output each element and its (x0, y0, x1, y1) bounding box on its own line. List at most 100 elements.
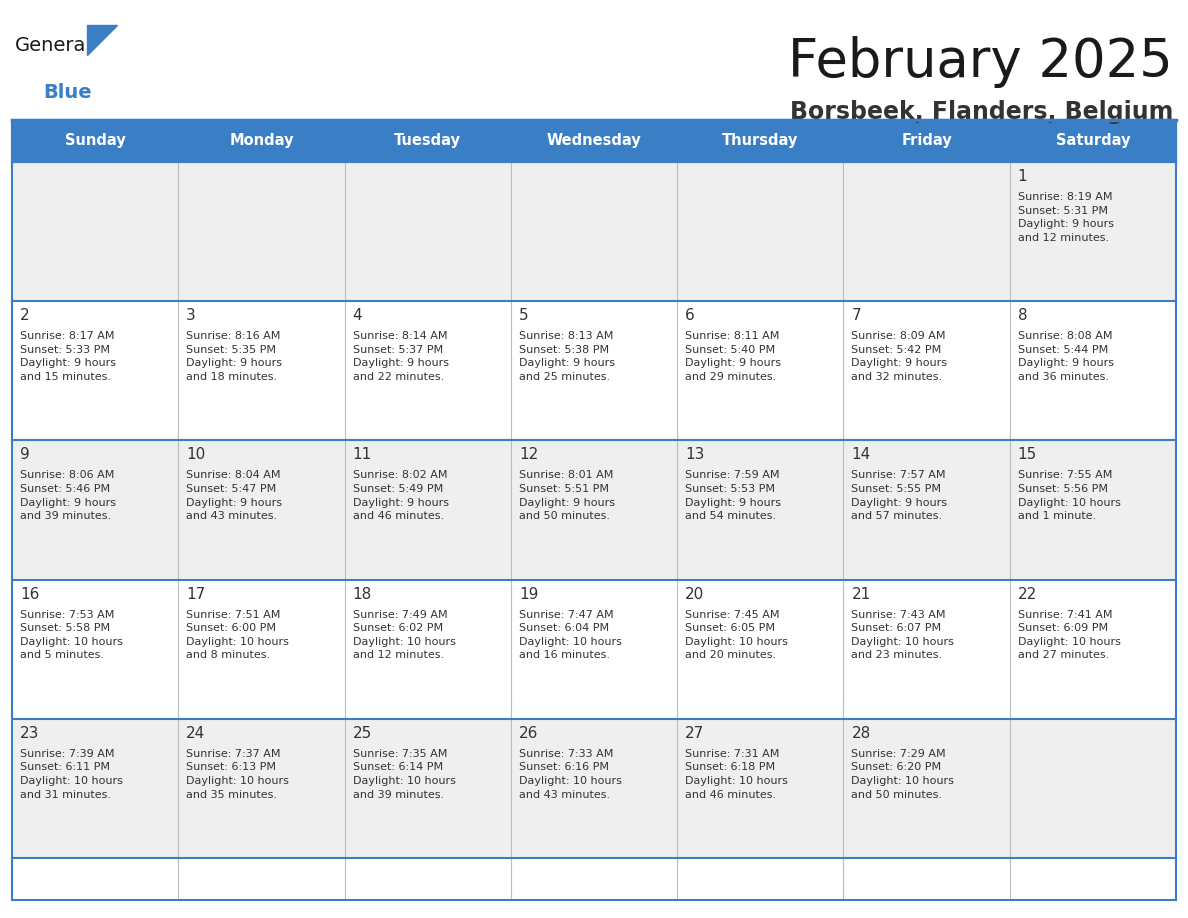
Text: Sunrise: 7:33 AM
Sunset: 6:16 PM
Daylight: 10 hours
and 43 minutes.: Sunrise: 7:33 AM Sunset: 6:16 PM Dayligh… (519, 749, 621, 800)
Text: 23: 23 (20, 726, 39, 741)
Text: February 2025: February 2025 (789, 36, 1173, 88)
Text: 24: 24 (187, 726, 206, 741)
Text: 19: 19 (519, 587, 538, 601)
Text: Sunday: Sunday (65, 133, 126, 149)
Text: 3: 3 (187, 308, 196, 323)
Text: Sunrise: 7:49 AM
Sunset: 6:02 PM
Daylight: 10 hours
and 12 minutes.: Sunrise: 7:49 AM Sunset: 6:02 PM Dayligh… (353, 610, 455, 660)
Bar (677, 579, 843, 719)
Bar (677, 441, 843, 579)
Text: 9: 9 (20, 447, 30, 463)
Text: Sunrise: 8:16 AM
Sunset: 5:35 PM
Daylight: 9 hours
and 18 minutes.: Sunrise: 8:16 AM Sunset: 5:35 PM Dayligh… (187, 331, 283, 382)
Text: Sunrise: 7:51 AM
Sunset: 6:00 PM
Daylight: 10 hours
and 8 minutes.: Sunrise: 7:51 AM Sunset: 6:00 PM Dayligh… (187, 610, 289, 660)
Bar (843, 120, 1010, 162)
Bar (677, 301, 843, 441)
Text: Sunrise: 7:47 AM
Sunset: 6:04 PM
Daylight: 10 hours
and 16 minutes.: Sunrise: 7:47 AM Sunset: 6:04 PM Dayligh… (519, 610, 621, 660)
Text: Sunrise: 8:19 AM
Sunset: 5:31 PM
Daylight: 9 hours
and 12 minutes.: Sunrise: 8:19 AM Sunset: 5:31 PM Dayligh… (1018, 192, 1113, 242)
Bar (12, 162, 178, 301)
Bar (178, 120, 345, 162)
Text: Blue: Blue (43, 83, 91, 102)
Bar (12, 719, 178, 858)
Text: Sunrise: 7:31 AM
Sunset: 6:18 PM
Daylight: 10 hours
and 46 minutes.: Sunrise: 7:31 AM Sunset: 6:18 PM Dayligh… (685, 749, 788, 800)
Bar (511, 719, 677, 858)
Text: Saturday: Saturday (1056, 133, 1130, 149)
Text: Sunrise: 8:02 AM
Sunset: 5:49 PM
Daylight: 9 hours
and 46 minutes.: Sunrise: 8:02 AM Sunset: 5:49 PM Dayligh… (353, 470, 449, 521)
Text: 22: 22 (1018, 587, 1037, 601)
Text: 27: 27 (685, 726, 704, 741)
Text: 16: 16 (20, 587, 39, 601)
Text: 5: 5 (519, 308, 529, 323)
Bar (511, 441, 677, 579)
Bar (843, 301, 1010, 441)
Bar (12, 579, 178, 719)
Text: 20: 20 (685, 587, 704, 601)
Bar (12, 120, 1176, 162)
Text: Sunrise: 7:39 AM
Sunset: 6:11 PM
Daylight: 10 hours
and 31 minutes.: Sunrise: 7:39 AM Sunset: 6:11 PM Dayligh… (20, 749, 122, 800)
Text: 2: 2 (20, 308, 30, 323)
Text: Sunrise: 7:29 AM
Sunset: 6:20 PM
Daylight: 10 hours
and 50 minutes.: Sunrise: 7:29 AM Sunset: 6:20 PM Dayligh… (852, 749, 954, 800)
Text: Sunrise: 8:01 AM
Sunset: 5:51 PM
Daylight: 9 hours
and 50 minutes.: Sunrise: 8:01 AM Sunset: 5:51 PM Dayligh… (519, 470, 615, 521)
Polygon shape (87, 25, 116, 55)
Text: 13: 13 (685, 447, 704, 463)
Text: Sunrise: 8:08 AM
Sunset: 5:44 PM
Daylight: 9 hours
and 36 minutes.: Sunrise: 8:08 AM Sunset: 5:44 PM Dayligh… (1018, 331, 1113, 382)
Bar (178, 162, 345, 301)
Text: Wednesday: Wednesday (546, 133, 642, 149)
Text: Sunrise: 7:41 AM
Sunset: 6:09 PM
Daylight: 10 hours
and 27 minutes.: Sunrise: 7:41 AM Sunset: 6:09 PM Dayligh… (1018, 610, 1120, 660)
Text: 1: 1 (1018, 169, 1028, 184)
Text: Sunrise: 7:43 AM
Sunset: 6:07 PM
Daylight: 10 hours
and 23 minutes.: Sunrise: 7:43 AM Sunset: 6:07 PM Dayligh… (852, 610, 954, 660)
Bar (1010, 579, 1176, 719)
Bar (345, 441, 511, 579)
Text: Sunrise: 8:04 AM
Sunset: 5:47 PM
Daylight: 9 hours
and 43 minutes.: Sunrise: 8:04 AM Sunset: 5:47 PM Dayligh… (187, 470, 283, 521)
Bar (677, 719, 843, 858)
Text: Sunrise: 8:13 AM
Sunset: 5:38 PM
Daylight: 9 hours
and 25 minutes.: Sunrise: 8:13 AM Sunset: 5:38 PM Dayligh… (519, 331, 615, 382)
Text: 21: 21 (852, 587, 871, 601)
Bar (12, 120, 178, 162)
Bar (511, 301, 677, 441)
Bar (1010, 301, 1176, 441)
Text: Sunrise: 8:17 AM
Sunset: 5:33 PM
Daylight: 9 hours
and 15 minutes.: Sunrise: 8:17 AM Sunset: 5:33 PM Dayligh… (20, 331, 116, 382)
Bar (1010, 120, 1176, 162)
Text: 18: 18 (353, 587, 372, 601)
Bar (677, 162, 843, 301)
Text: Sunrise: 7:53 AM
Sunset: 5:58 PM
Daylight: 10 hours
and 5 minutes.: Sunrise: 7:53 AM Sunset: 5:58 PM Dayligh… (20, 610, 122, 660)
Bar (345, 719, 511, 858)
Bar (345, 162, 511, 301)
Text: Sunrise: 8:09 AM
Sunset: 5:42 PM
Daylight: 9 hours
and 32 minutes.: Sunrise: 8:09 AM Sunset: 5:42 PM Dayligh… (852, 331, 947, 382)
Text: Borsbeek, Flanders, Belgium: Borsbeek, Flanders, Belgium (790, 100, 1173, 124)
Bar (1010, 162, 1176, 301)
Text: 7: 7 (852, 308, 861, 323)
Text: Sunrise: 8:06 AM
Sunset: 5:46 PM
Daylight: 9 hours
and 39 minutes.: Sunrise: 8:06 AM Sunset: 5:46 PM Dayligh… (20, 470, 116, 521)
Text: Sunrise: 7:57 AM
Sunset: 5:55 PM
Daylight: 9 hours
and 57 minutes.: Sunrise: 7:57 AM Sunset: 5:55 PM Dayligh… (852, 470, 947, 521)
Bar (677, 120, 843, 162)
Bar (178, 441, 345, 579)
Bar (843, 579, 1010, 719)
Text: 14: 14 (852, 447, 871, 463)
Text: Sunrise: 8:14 AM
Sunset: 5:37 PM
Daylight: 9 hours
and 22 minutes.: Sunrise: 8:14 AM Sunset: 5:37 PM Dayligh… (353, 331, 449, 382)
Bar (843, 162, 1010, 301)
Text: Sunrise: 7:59 AM
Sunset: 5:53 PM
Daylight: 9 hours
and 54 minutes.: Sunrise: 7:59 AM Sunset: 5:53 PM Dayligh… (685, 470, 782, 521)
Bar (12, 441, 178, 579)
Bar (345, 301, 511, 441)
Text: 12: 12 (519, 447, 538, 463)
Text: 8: 8 (1018, 308, 1028, 323)
Bar (511, 162, 677, 301)
Bar (345, 579, 511, 719)
Bar (1010, 441, 1176, 579)
Bar (511, 120, 677, 162)
Text: Sunrise: 7:55 AM
Sunset: 5:56 PM
Daylight: 10 hours
and 1 minute.: Sunrise: 7:55 AM Sunset: 5:56 PM Dayligh… (1018, 470, 1120, 521)
Text: 10: 10 (187, 447, 206, 463)
Text: General: General (15, 36, 91, 55)
Text: Friday: Friday (902, 133, 952, 149)
Bar (511, 579, 677, 719)
Bar (178, 301, 345, 441)
Text: Monday: Monday (229, 133, 293, 149)
Text: 15: 15 (1018, 447, 1037, 463)
Text: Sunrise: 7:35 AM
Sunset: 6:14 PM
Daylight: 10 hours
and 39 minutes.: Sunrise: 7:35 AM Sunset: 6:14 PM Dayligh… (353, 749, 455, 800)
Text: Tuesday: Tuesday (394, 133, 461, 149)
Bar (843, 719, 1010, 858)
Bar (178, 579, 345, 719)
Text: Sunrise: 7:37 AM
Sunset: 6:13 PM
Daylight: 10 hours
and 35 minutes.: Sunrise: 7:37 AM Sunset: 6:13 PM Dayligh… (187, 749, 289, 800)
Text: 25: 25 (353, 726, 372, 741)
Bar (345, 120, 511, 162)
Bar (843, 441, 1010, 579)
Bar (1010, 719, 1176, 858)
